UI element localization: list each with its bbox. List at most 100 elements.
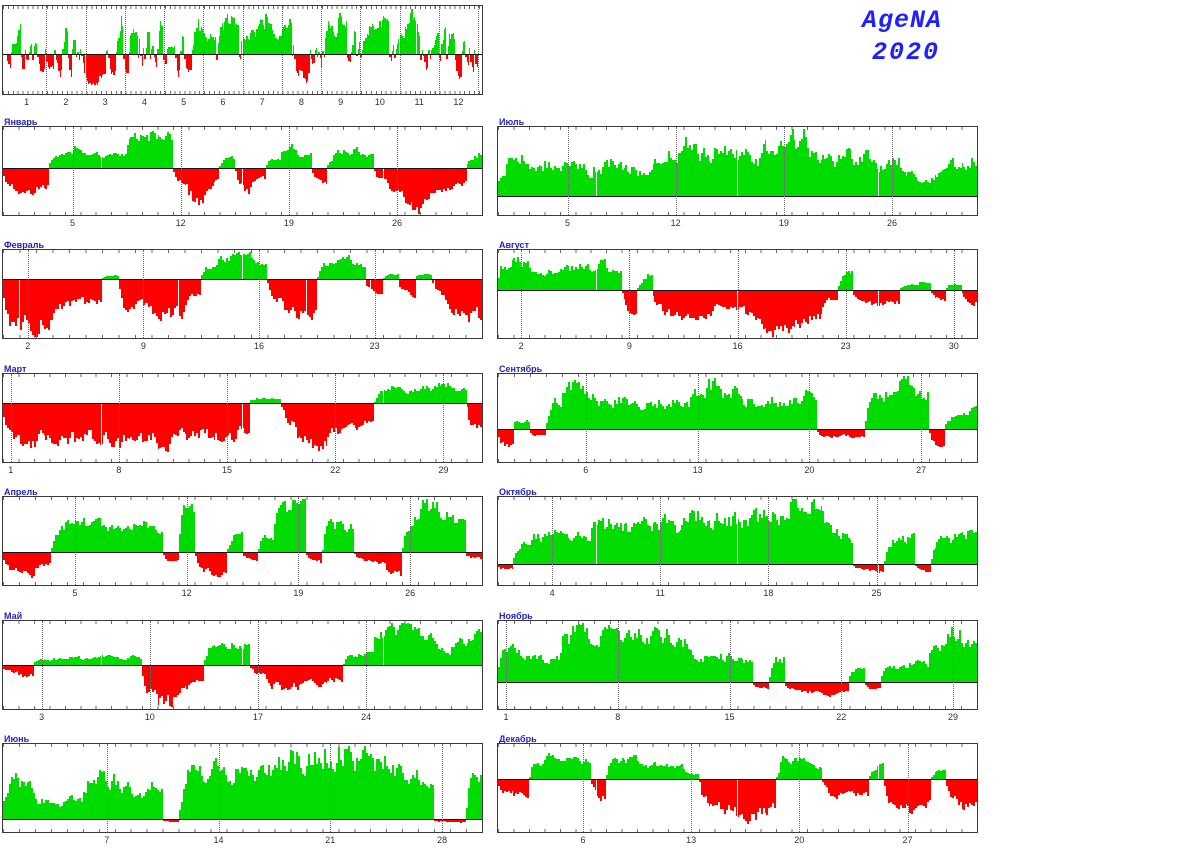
bar: [812, 153, 815, 196]
bar: [542, 764, 545, 779]
bar: [440, 518, 443, 552]
bar: [903, 376, 906, 429]
bar: [315, 666, 318, 685]
bar: [103, 55, 105, 74]
bar: [762, 780, 765, 808]
bar: [523, 262, 526, 290]
bar: [204, 37, 206, 54]
bar: [412, 19, 414, 54]
bar: [153, 404, 156, 437]
bar: [808, 763, 811, 779]
bar: [326, 526, 329, 552]
bar: [793, 499, 796, 564]
bar: [517, 257, 520, 290]
bar: [335, 153, 338, 168]
bar: [659, 404, 662, 429]
bar: [430, 784, 433, 819]
bar: [164, 553, 167, 559]
bar: [426, 274, 429, 279]
grid-line: [697, 374, 699, 462]
bar: [627, 405, 630, 429]
bar: [182, 404, 185, 432]
bar: [246, 553, 249, 558]
bar: [123, 55, 125, 59]
bar: [447, 653, 450, 665]
bar: [385, 630, 388, 665]
bar: [74, 404, 77, 442]
axis-label: 11: [655, 588, 665, 598]
bar: [555, 532, 558, 564]
bar: [721, 660, 724, 682]
bar: [600, 174, 603, 196]
bar: [953, 780, 956, 796]
bar: [20, 666, 23, 674]
bar: [532, 764, 535, 779]
bar: [182, 505, 185, 552]
bar: [404, 780, 407, 819]
bar: [637, 176, 639, 196]
bar: [337, 666, 340, 679]
grid-line: [583, 744, 584, 832]
bar: [205, 169, 208, 191]
bar: [72, 658, 75, 665]
bar: [254, 781, 257, 819]
bar: [384, 553, 387, 563]
bar: [69, 280, 72, 306]
bar: [940, 172, 943, 196]
bar: [513, 160, 516, 196]
axis-label: 19: [778, 218, 789, 228]
bar: [26, 782, 29, 819]
bar: [671, 400, 674, 429]
bar: [436, 820, 439, 821]
bar: [76, 799, 79, 819]
bar: [113, 404, 115, 447]
bar: [505, 270, 508, 290]
bar: [3, 801, 5, 819]
bar: [128, 139, 131, 168]
bar: [509, 565, 512, 568]
bar: [53, 404, 56, 444]
bar: [944, 291, 947, 301]
bar: [466, 553, 469, 556]
bar: [251, 30, 253, 54]
bar: [633, 755, 636, 779]
bar: [30, 553, 33, 578]
bar: [394, 55, 396, 58]
bar: [646, 525, 649, 564]
bar: [880, 291, 883, 303]
bar: [841, 430, 844, 435]
bar: [509, 780, 512, 793]
bar: [743, 663, 746, 682]
bar: [416, 391, 419, 403]
bar: [109, 404, 112, 443]
bar: [218, 36, 221, 54]
bar: [428, 274, 431, 279]
bar: [685, 137, 688, 196]
bar: [60, 404, 63, 436]
bar: [256, 262, 259, 279]
bar: [362, 750, 365, 819]
bar: [20, 169, 23, 193]
bar: [637, 629, 640, 682]
bar: [887, 397, 890, 429]
bar: [117, 41, 119, 54]
bar: [922, 282, 925, 290]
bar: [180, 51, 182, 54]
bar: [42, 55, 44, 72]
bar: [919, 661, 922, 682]
bar: [212, 37, 214, 54]
bar: [832, 291, 835, 300]
bar: [469, 48, 471, 54]
bar: [33, 280, 37, 337]
bar: [428, 50, 430, 54]
bar: [352, 149, 355, 168]
bar: [122, 787, 125, 819]
bar: [871, 398, 874, 429]
bar: [54, 804, 57, 819]
bar: [627, 759, 630, 779]
bar: [521, 423, 524, 429]
bar: [341, 404, 343, 429]
axis-label: 6: [580, 835, 586, 845]
bar: [271, 280, 274, 296]
bar: [380, 762, 383, 819]
